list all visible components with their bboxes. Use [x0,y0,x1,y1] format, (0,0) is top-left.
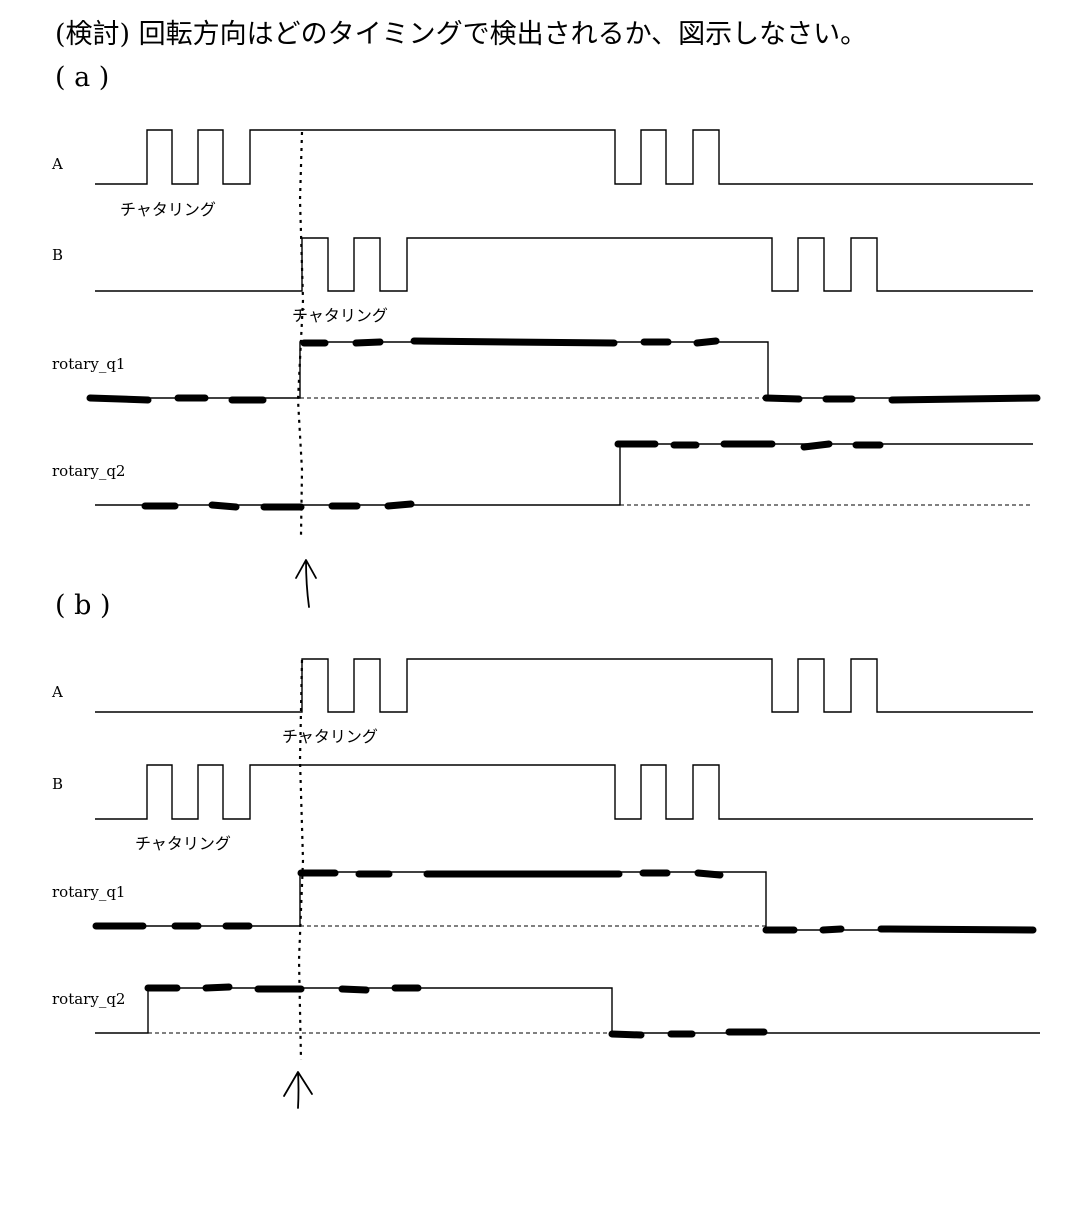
highlight-dash [208,501,240,511]
highlight-dash [819,925,845,934]
highlight-dash [888,394,1041,404]
waveform-rotary-q1 [95,871,1033,931]
signal-a-label: A [52,155,63,173]
signal-rotary-q2-label: rotary_q2 [52,990,126,1008]
signal-a-label: A [52,683,63,701]
question-title: (検討) 回転方向はどのタイミングで検出されるか、図示しなさい。 [55,19,868,50]
detection-arrow [295,559,317,608]
highlight-dash [800,440,833,451]
detection-marker-line [296,131,305,536]
highlight-dash [762,394,803,403]
section-b-label: ( b ) [55,590,111,621]
signal-rotary-q1-label: rotary_q1 [52,883,126,901]
highlight-dash [384,500,415,510]
signal-b-label: B [52,775,64,793]
waveform-rotary-q2 [95,443,1033,506]
detection-arrow [283,1071,313,1109]
highlight-dash [693,337,720,347]
highlight-dash [86,394,152,404]
signal-rotary-q2-label: rotary_q2 [52,462,126,480]
waveform-rotary-q1 [95,341,1033,399]
signal-b-label: B [52,246,64,264]
waveform-rotary-q2 [95,987,1040,1034]
chattering-label-a: チャタリング [282,727,378,746]
highlight-dash [202,983,233,992]
highlight-dash [877,925,1037,934]
chattering-label-a: チャタリング [120,200,216,219]
section-a-label: ( a ) [55,62,110,93]
waveform-a [95,658,1033,713]
highlight-dash [694,869,724,879]
detection-marker-line [297,659,305,1061]
waveform-a [95,129,1033,185]
waveform-b [95,764,1033,820]
waveform-b [95,237,1033,292]
highlight-dash [608,1030,645,1039]
highlight-dash [410,337,618,347]
highlight-dash [352,338,384,347]
highlight-dash [338,985,370,994]
signal-rotary-q1-label: rotary_q1 [52,355,126,373]
chattering-label-b: チャタリング [135,834,231,853]
chattering-label-b: チャタリング [292,306,388,325]
